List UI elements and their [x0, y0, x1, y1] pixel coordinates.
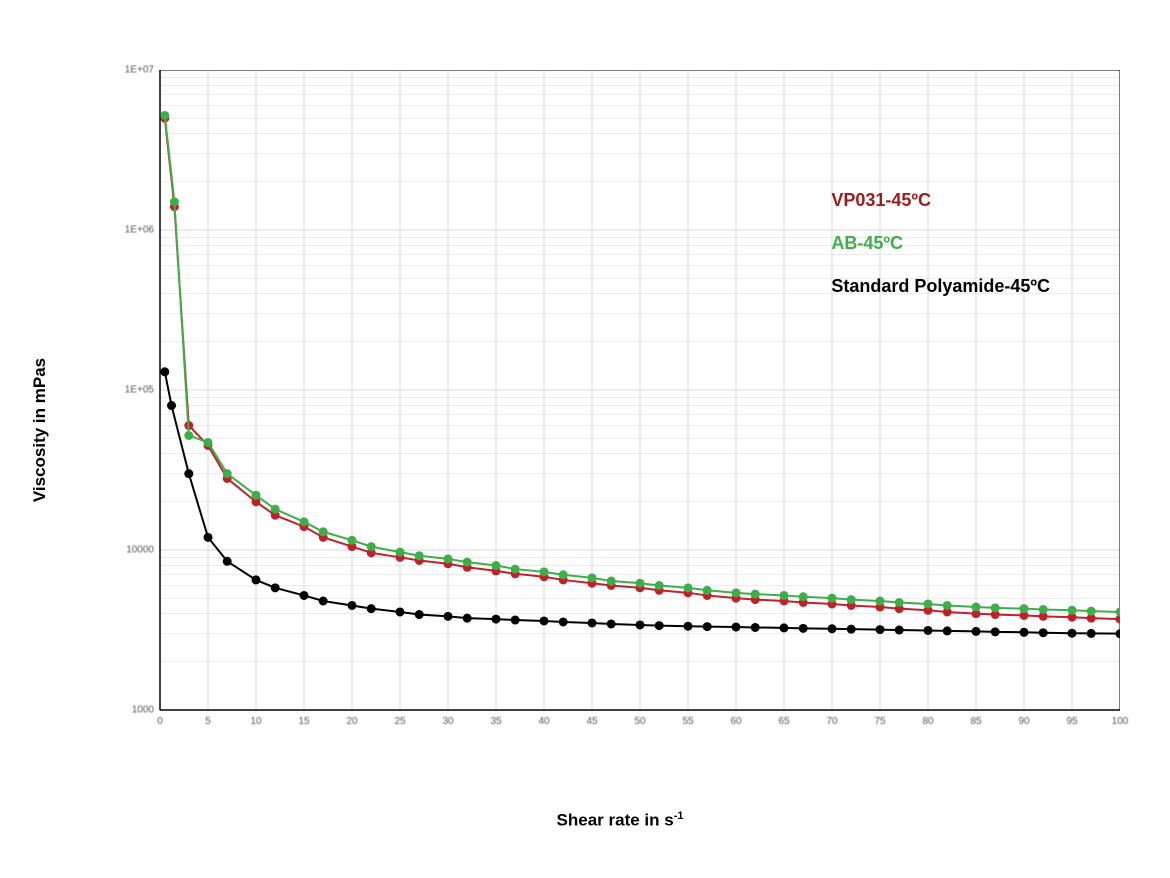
x-tick-label: 45 [586, 716, 597, 727]
chart-container: VP031-45ºC AB-45ºC Standard Polyamide-45ºC… [120, 70, 1120, 750]
x-tick-label: 80 [922, 716, 933, 727]
x-tick-label: 40 [538, 716, 549, 727]
y-axis-label: Viscosity in mPas [30, 358, 50, 502]
x-tick-label: 85 [970, 716, 981, 727]
x-tick-label: 5 [205, 716, 211, 727]
x-tick-label: 60 [730, 716, 741, 727]
y-tick-label: 1E+06 [125, 225, 154, 236]
legend-item: Standard Polyamide-45ºC [831, 276, 1050, 297]
legend-item: AB-45ºC [831, 233, 1050, 254]
legend: VP031-45ºC AB-45ºC Standard Polyamide-45ºC [831, 190, 1050, 319]
x-tick-label: 0 [157, 716, 163, 727]
x-axis-label-sup: -1 [674, 810, 684, 822]
legend-item: VP031-45ºC [831, 190, 1050, 211]
x-tick-label: 30 [442, 716, 453, 727]
x-tick-label: 90 [1018, 716, 1029, 727]
y-tick-label: 1E+05 [125, 385, 154, 396]
x-tick-label: 15 [298, 716, 309, 727]
x-axis-label: Shear rate in s-1 [557, 810, 684, 831]
x-tick-label: 95 [1066, 716, 1077, 727]
x-tick-label: 25 [394, 716, 405, 727]
y-tick-label: 1E+07 [125, 65, 154, 76]
x-tick-label: 35 [490, 716, 501, 727]
x-tick-label: 70 [826, 716, 837, 727]
page-root: Viscosity in mPas Shear rate in s-1 VP03… [0, 0, 1170, 878]
y-tick-label: 10000 [126, 545, 154, 556]
x-axis-label-text: Shear rate in s [557, 811, 674, 830]
x-tick-label: 20 [346, 716, 357, 727]
x-tick-label: 100 [1112, 716, 1129, 727]
y-tick-label: 1000 [132, 705, 154, 716]
x-tick-label: 50 [634, 716, 645, 727]
x-tick-label: 10 [250, 716, 261, 727]
x-tick-label: 75 [874, 716, 885, 727]
x-tick-label: 65 [778, 716, 789, 727]
x-tick-label: 55 [682, 716, 693, 727]
chart-svg [120, 70, 1120, 750]
